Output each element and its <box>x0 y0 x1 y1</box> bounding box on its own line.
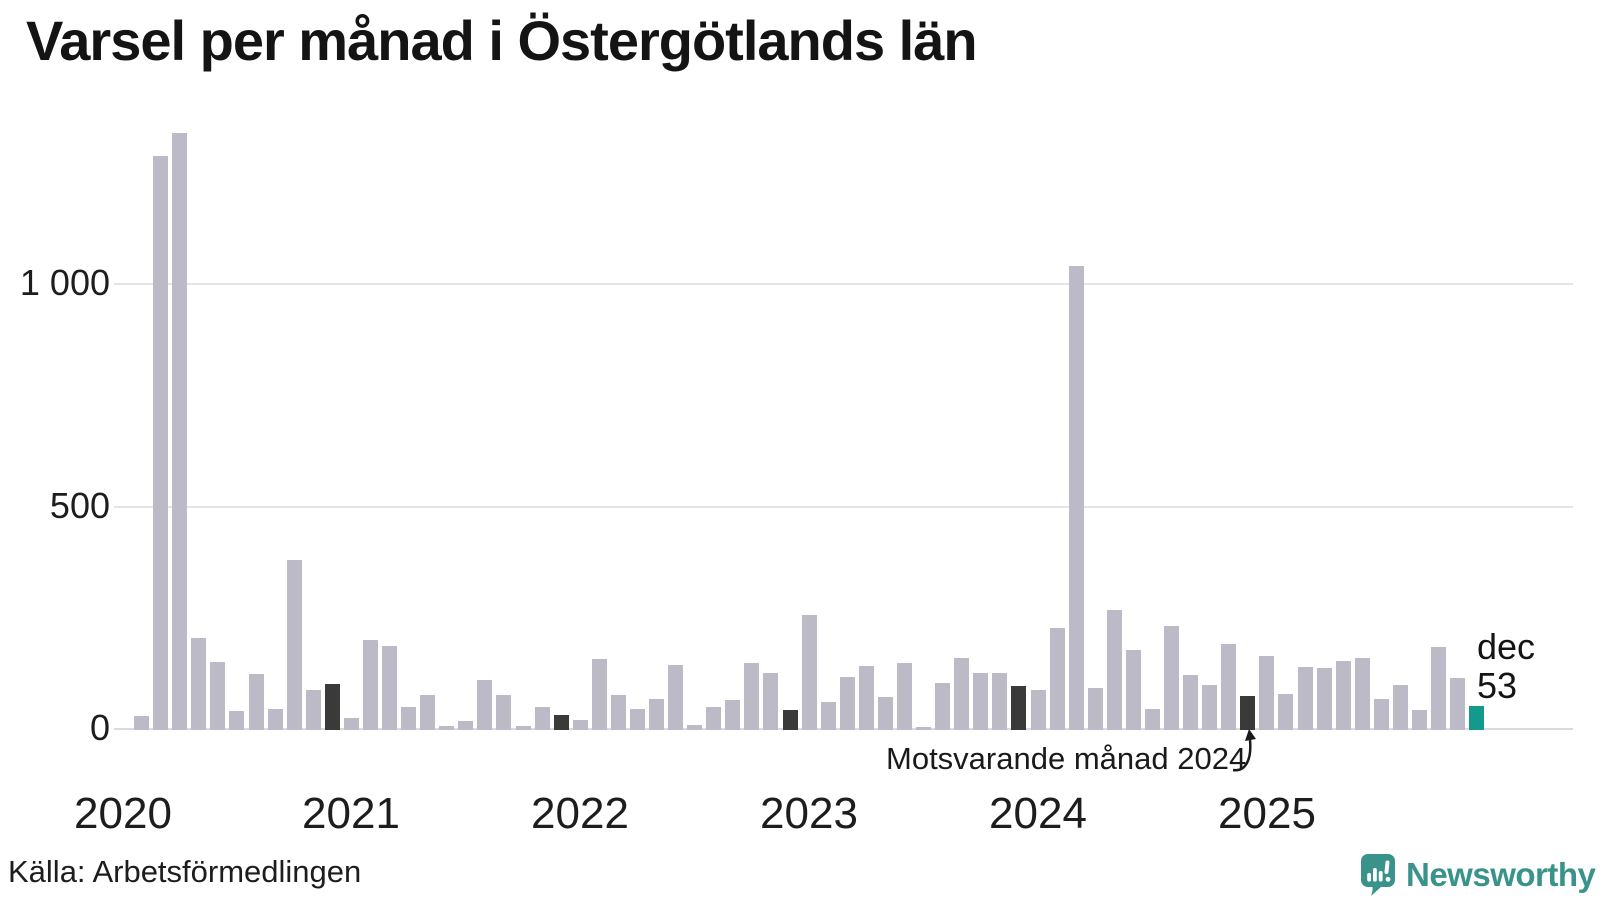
y-axis-tick-label: 0 <box>89 707 110 748</box>
bar-2024-okt <box>1202 685 1217 730</box>
bar-2020-feb <box>134 716 149 730</box>
y-axis-tick-label: 500 <box>49 485 110 526</box>
bar-2021-nov <box>535 707 550 730</box>
newsworthy-logo-text: Newsworthy <box>1406 856 1596 893</box>
bar-2020-jun <box>210 662 225 730</box>
bar-2025-feb <box>1278 694 1293 730</box>
bar-2020-sep <box>268 709 283 730</box>
gridline-500 <box>114 506 1573 508</box>
x-axis-year-label-2021: 2021 <box>302 789 400 838</box>
gridline-1000 <box>114 283 1573 285</box>
y-axis-tick-label: 1 000 <box>19 262 110 303</box>
bar-2021-dec <box>554 715 569 730</box>
bar-2025-jun <box>1355 658 1370 730</box>
bar-2024-nov <box>1221 644 1236 730</box>
bar-2020-aug <box>249 674 264 730</box>
bar-2023-jul <box>916 727 931 730</box>
bar-2024-jun <box>1126 650 1141 730</box>
latest-bar-month: dec <box>1477 626 1536 667</box>
bar-2024-jan <box>1031 690 1046 730</box>
bar-2020-apr <box>172 133 187 730</box>
bar-2025-mar <box>1298 667 1313 730</box>
newsworthy-speech-bubble-icon <box>1361 854 1395 896</box>
bar-2023-sep <box>954 658 969 730</box>
bar-2021-aug <box>477 680 492 730</box>
newsworthy-logo: Newsworthy <box>1360 853 1596 897</box>
bar-2021-jan <box>344 718 359 730</box>
source-label: Källa: Arbetsförmedlingen <box>8 854 362 889</box>
bar-2021-maj <box>420 695 435 730</box>
bar-2020-okt <box>287 560 302 730</box>
bar-2022-apr <box>630 709 645 730</box>
bar-2024-mar <box>1069 266 1084 730</box>
bar-2024-sep <box>1183 675 1198 730</box>
bar-2024-feb <box>1050 628 1065 730</box>
bar-2025-maj <box>1336 661 1351 730</box>
bar-2023-dec <box>1011 686 1026 730</box>
x-axis-year-label-2022: 2022 <box>531 789 629 838</box>
bar-2024-maj <box>1107 610 1122 730</box>
bar-2022-jun <box>668 665 683 730</box>
bar-2023-apr <box>859 666 874 730</box>
bar-2022-sep <box>725 700 740 730</box>
bar-2023-mar <box>840 677 855 730</box>
latest-bar-label: dec 53 <box>1477 627 1535 705</box>
chart-title: Varsel per månad i Östergötlands län <box>26 9 978 72</box>
bar-2023-nov <box>992 673 1007 730</box>
bar-2021-feb <box>363 640 378 730</box>
bar-2020-nov <box>306 690 321 730</box>
bar-2021-okt <box>516 726 531 730</box>
bar-2021-jun <box>439 726 454 730</box>
bar-2022-mar <box>611 695 626 730</box>
bar-2023-maj <box>878 697 893 730</box>
bar-2025-aug <box>1393 685 1408 730</box>
bar-2022-okt <box>744 663 759 730</box>
bar-2024-jul <box>1145 709 1160 730</box>
bar-2022-dec <box>783 710 798 730</box>
bar-2021-jul <box>458 721 473 730</box>
bar-2020-mar <box>153 156 168 730</box>
annotation-text: Motsvarande månad 2024 <box>886 741 1247 776</box>
bar-2023-jun <box>897 663 912 730</box>
latest-bar-value: 53 <box>1477 665 1518 706</box>
bar-2023-aug <box>935 683 950 730</box>
bar-2022-maj <box>649 699 664 730</box>
bar-2023-okt <box>973 673 988 730</box>
x-axis-year-label-2023: 2023 <box>760 789 858 838</box>
bar-2025-jan <box>1259 656 1274 730</box>
bar-2025-nov <box>1450 678 1465 730</box>
bar-2022-aug <box>706 707 721 730</box>
bar-2022-jan <box>573 720 588 730</box>
bar-2025-sep <box>1412 710 1427 730</box>
bar-2021-apr <box>401 707 416 730</box>
x-axis-year-label-2024: 2024 <box>989 789 1087 838</box>
bar-2023-jan <box>802 615 817 730</box>
bar-2021-sep <box>496 695 511 730</box>
bar-2025-dec <box>1469 706 1484 730</box>
x-axis-year-label-2020: 2020 <box>74 789 172 838</box>
bar-2022-feb <box>592 659 607 730</box>
bar-2023-feb <box>821 702 836 730</box>
bar-2020-dec <box>325 684 340 730</box>
bar-2020-jul <box>229 711 244 730</box>
bar-2024-dec <box>1240 696 1255 730</box>
bar-2022-nov <box>763 673 778 730</box>
bar-2024-apr <box>1088 688 1103 730</box>
annotation-arrow-icon <box>1232 729 1256 772</box>
bar-2025-okt <box>1431 647 1446 730</box>
bar-2024-aug <box>1164 626 1179 730</box>
x-axis-year-label-2025: 2025 <box>1218 789 1316 838</box>
bar-2025-apr <box>1317 668 1332 730</box>
bar-2020-maj <box>191 638 206 730</box>
bar-2021-mar <box>382 646 397 730</box>
bar-2025-jul <box>1374 699 1389 730</box>
bar-2022-jul <box>687 725 702 730</box>
